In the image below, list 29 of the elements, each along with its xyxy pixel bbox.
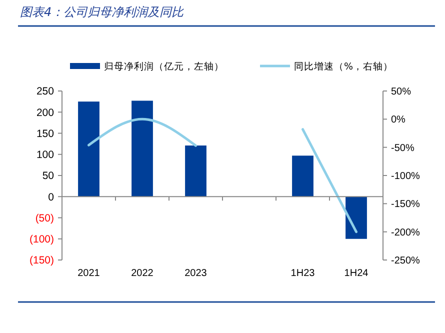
y-tick-label: 50 (42, 170, 54, 182)
y2-tick-label: -150% (391, 199, 420, 210)
y2-tick-label: -200% (391, 227, 420, 238)
y-tick-label: 150 (36, 128, 54, 140)
x-tick-label: 1H24 (344, 268, 369, 279)
y-tick-label: (100) (29, 234, 54, 246)
y-tick-label: 200 (36, 106, 54, 119)
y2-tick-label: -250% (391, 256, 420, 266)
bar (132, 100, 153, 197)
y-tick-label: (50) (35, 212, 54, 224)
y2-tick-label: -100% (391, 171, 420, 182)
y2-tick-label: 50% (391, 86, 412, 98)
bar (185, 146, 206, 197)
y-tick-label: (150) (29, 254, 54, 267)
y-tick-label: 250 (36, 86, 54, 98)
x-tick-label: 2023 (184, 268, 208, 279)
y-tick-label: 0 (48, 191, 54, 204)
legend-label: 同比增速（%，右轴） (294, 60, 394, 72)
legend-label: 归母净利润（亿元，左轴） (104, 60, 224, 72)
x-tick-label: 2022 (131, 268, 154, 279)
bar (78, 102, 100, 197)
y2-tick-label: -50% (391, 142, 414, 154)
y2-tick-label: 0% (391, 114, 406, 126)
bar (346, 196, 367, 239)
bar (292, 156, 314, 197)
y-tick-label: 100 (36, 149, 54, 162)
x-tick-label: 1H23 (290, 268, 316, 279)
chart-title: 图表4：公司归母净利润及同比 (20, 5, 185, 19)
x-tick-label: 2021 (78, 268, 100, 279)
